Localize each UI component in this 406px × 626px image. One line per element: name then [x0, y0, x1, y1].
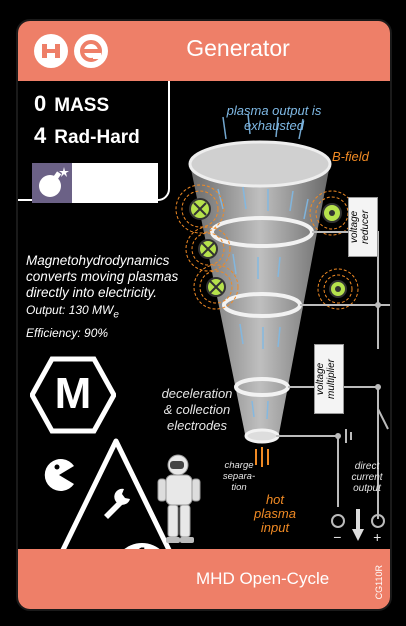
plasma-output-label: plasma output is exhausted — [226, 103, 322, 133]
mass-stat: 0 MASS — [34, 91, 110, 116]
efficiency-text: Efficiency: 90% — [26, 326, 109, 341]
pacman-icon — [44, 459, 74, 491]
astronaut-icon — [157, 454, 201, 543]
expansion-logo-icon — [74, 34, 108, 68]
charge-separation-label: charge separa- tion — [222, 460, 256, 493]
b-field-label: B-field — [332, 149, 369, 164]
wrench-icon — [104, 488, 130, 519]
m-badge-text: M — [54, 369, 92, 418]
description-block: Magnetohydrodynamics converts moving pla… — [26, 253, 196, 342]
card-subtitle: MHD Open-Cycle — [196, 569, 330, 588]
output-text: Output: 130 MWe — [26, 303, 119, 321]
card-title: Generator — [186, 35, 290, 61]
game-logo-icon — [34, 34, 68, 68]
voltage-multiplier-label: voltage multiplier — [314, 344, 344, 414]
card-code: CG110R — [374, 565, 384, 600]
rad-hard-stat: 4 Rad-Hard — [34, 123, 140, 148]
direct-current-output-label: direct current output — [351, 461, 383, 494]
deceleration-label: deceleration & collection electrodes — [161, 386, 233, 433]
bomb-slot — [32, 163, 158, 203]
description-text: Magnetohydrodynamics converts moving pla… — [26, 253, 179, 300]
plus-terminal-label: + — [373, 529, 382, 545]
hot-plasma-input-label: hot plasma input — [254, 492, 296, 535]
minus-terminal-label: − — [333, 529, 342, 545]
mhd-diagram — [175, 113, 390, 541]
m-hexagon-icon — [30, 356, 116, 434]
voltage-reducer-label: voltage reducer — [348, 197, 378, 257]
bomb-icon — [32, 163, 72, 203]
header-bar: Generator — [18, 21, 390, 81]
stats-panel: 0 MASS 4 Rad-Hard — [18, 81, 170, 203]
card-frame: Generator 0 MASS 4 Rad-Hard Magnetohy — [16, 19, 392, 611]
footer-bar: MHD Open-Cycle CG110R — [18, 549, 390, 609]
